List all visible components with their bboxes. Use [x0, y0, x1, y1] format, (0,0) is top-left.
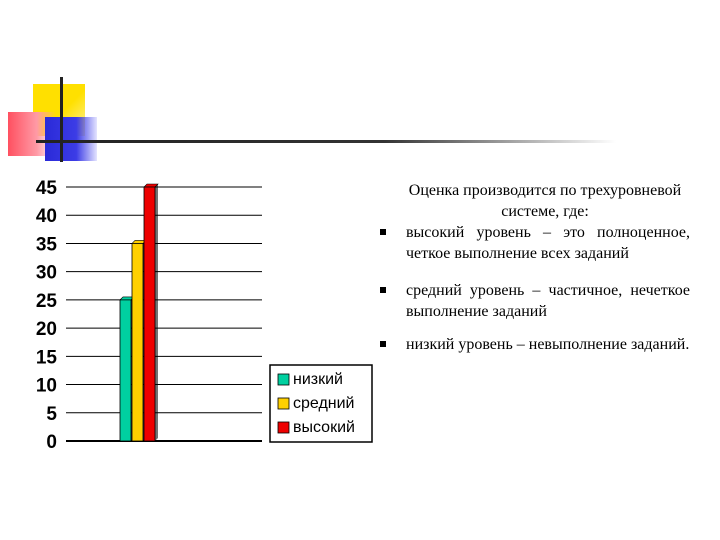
legend-label-low: низкий	[293, 371, 343, 388]
y-tick-label: 20	[36, 319, 57, 340]
y-axis-ticks: 0 5 10 15 20 25 30 35 40 45	[36, 178, 58, 453]
bullet-medium: средний уровень – частичное, нечеткое вы…	[380, 280, 690, 322]
bullet-marker	[380, 287, 386, 293]
y-tick-label: 40	[36, 206, 57, 227]
legend-label-mid: средний	[293, 395, 355, 412]
chart-gridlines	[66, 186, 262, 442]
legend-swatch-mid	[277, 397, 290, 410]
bar-face	[143, 186, 156, 442]
bar-chart: 0 5 10 15 20 25 30 35 40 45 низкий средний высоки…	[36, 178, 373, 453]
decor-vertical-line	[60, 77, 63, 162]
y-tick-label: 30	[36, 263, 57, 284]
y-tick-label: 15	[36, 347, 58, 368]
y-tick-label: 5	[46, 404, 57, 425]
bullet-low: низкий уровень – невыполнение заданий.	[380, 334, 690, 355]
y-tick-label: 0	[46, 432, 57, 453]
y-tick-label: 25	[36, 291, 58, 312]
bullet-high-text: высокий уровень – это полноценное, четко…	[406, 224, 690, 262]
bullet-high: высокий уровень – это полноценное, четко…	[380, 222, 690, 264]
chart-bars	[119, 183, 159, 442]
y-tick-label: 45	[36, 178, 58, 199]
bullet-medium-text: средний уровень – частичное, нечеткое вы…	[406, 282, 690, 320]
bullet-marker	[380, 229, 386, 235]
chart-legend: низкий средний высокий	[269, 364, 373, 443]
description-intro: Оценка производится по трехуровневой сис…	[408, 182, 682, 220]
bar-side	[155, 184, 158, 441]
legend-swatch-high	[277, 421, 290, 434]
decor-blue-square	[45, 117, 97, 161]
legend-label-high: высокий	[293, 419, 355, 436]
legend-swatch-low	[277, 373, 290, 386]
y-tick-label: 10	[36, 376, 57, 397]
description-text: Оценка производится по трехуровневой сис…	[380, 180, 690, 355]
bullet-marker	[380, 341, 386, 347]
y-tick-label: 35	[36, 234, 58, 255]
bullet-low-text: низкий уровень – невыполнение заданий.	[406, 336, 690, 353]
bar-high	[143, 183, 159, 442]
bar-face	[119, 299, 132, 442]
decor-horizontal-line	[36, 140, 616, 143]
bar-face	[131, 243, 144, 442]
